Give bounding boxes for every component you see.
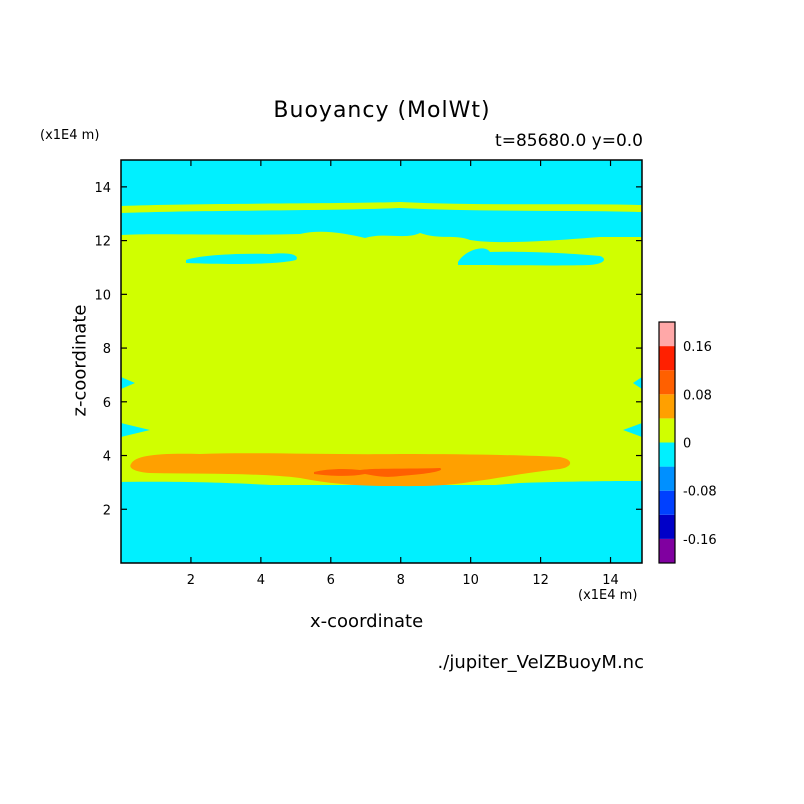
y-tick-label: 12 — [94, 235, 111, 250]
colorbar-frame — [658, 321, 676, 564]
x-tick-label: 2 — [187, 573, 195, 588]
colorbar-swatch — [659, 538, 675, 563]
y-axis-unit: (x1E4 m) — [40, 128, 100, 143]
colorbar-swatch — [659, 514, 675, 539]
plot-frame — [120, 159, 643, 564]
x-axis: 2 4 6 8 10 12 14 — [187, 160, 619, 588]
x-tick-label: 12 — [532, 573, 549, 588]
x-tick-label: 10 — [462, 573, 479, 588]
colorbar-swatch — [659, 322, 675, 347]
y-tick-label: 6 — [103, 396, 111, 411]
colorbar-tick-label: 0.16 — [683, 340, 712, 355]
contour-region-lens-left — [186, 253, 297, 264]
y-tick-label: 2 — [103, 503, 111, 518]
contour-notch-left-upper — [121, 377, 135, 389]
colorbar-swatch — [659, 466, 675, 491]
colorbar-swatch — [659, 490, 675, 515]
colorbar-tick-label: -0.08 — [683, 485, 717, 500]
x-tick-label: 8 — [397, 573, 405, 588]
contour-notch-left-lower — [121, 423, 150, 437]
colorbar-tick-label: 0 — [683, 437, 691, 452]
colorbar-swatch — [659, 370, 675, 395]
contour-notch-right-upper — [633, 377, 642, 389]
x-tick-label: 14 — [602, 573, 619, 588]
contour-region-lower-negative — [121, 481, 642, 563]
contour-region-middle-positive — [121, 231, 642, 485]
contour-region-lens-right — [458, 248, 605, 266]
colorbar: 0.16 0.08 0 -0.08 -0.16 — [658, 321, 717, 564]
source-filename: ./jupiter_VelZBuoyM.nc — [437, 652, 644, 673]
y-tick-label: 14 — [94, 181, 111, 196]
colorbar-swatch — [659, 394, 675, 419]
x-tick-label: 6 — [327, 573, 335, 588]
contour-region-red — [314, 468, 442, 477]
plot-area — [121, 160, 642, 563]
x-axis-unit: (x1E4 m) — [578, 588, 638, 603]
y-tick-label: 8 — [103, 342, 111, 357]
colorbar-tick-label: -0.16 — [683, 533, 717, 548]
y-tick-label: 10 — [94, 288, 111, 303]
chart-title: Buoyancy (MolWt) — [273, 98, 491, 123]
y-tick-label: 4 — [103, 450, 111, 465]
y-axis: 2 4 6 8 10 12 14 — [94, 181, 642, 518]
x-axis-label: x-coordinate — [310, 611, 424, 632]
colorbar-tick-label: 0.08 — [683, 388, 712, 403]
colorbar-swatch — [659, 442, 675, 467]
contour-notch-right-lower — [623, 423, 642, 437]
x-tick-label: 4 — [257, 573, 265, 588]
colorbar-swatch — [659, 418, 675, 443]
contour-region-top-positive — [121, 202, 642, 213]
colorbar-swatch — [659, 346, 675, 371]
chart-subtitle: t=85680.0 y=0.0 — [495, 131, 643, 151]
